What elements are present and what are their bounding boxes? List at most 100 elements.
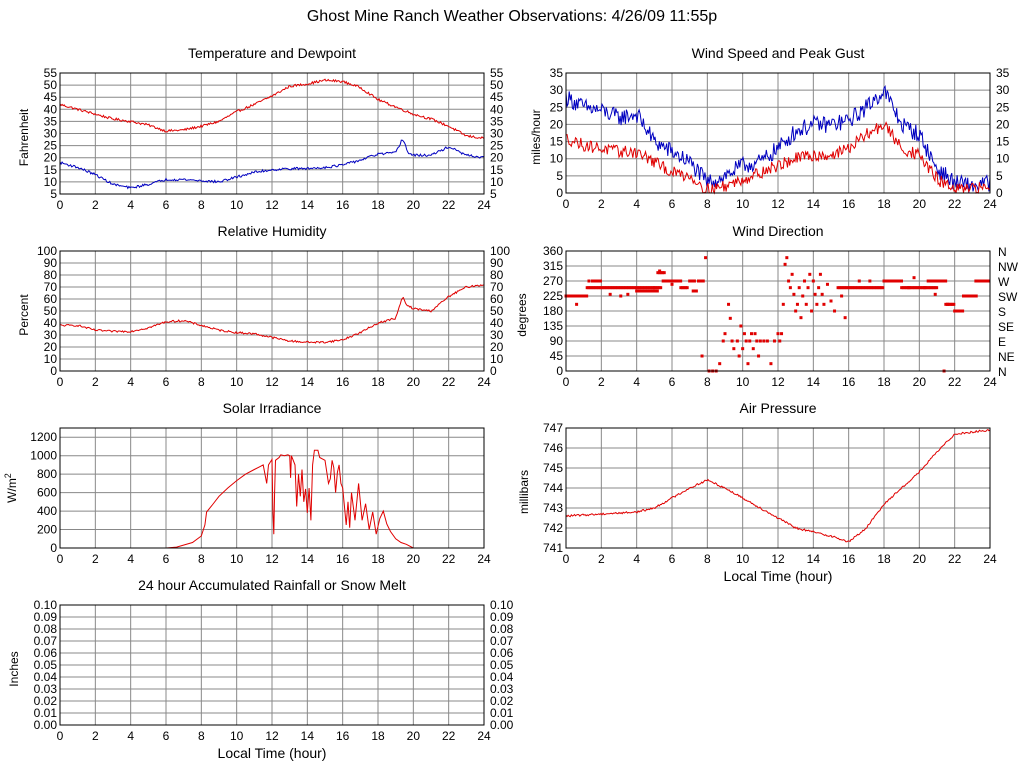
direction-point (962, 294, 965, 298)
direction-point (617, 286, 621, 290)
y-tick-label: 0 (50, 364, 57, 378)
plot-frame (565, 72, 991, 194)
direction-point (839, 286, 843, 290)
plot-frame (565, 250, 991, 372)
x-tick-label: 4 (127, 552, 134, 566)
direction-point (603, 286, 607, 290)
x-tick-label: 12 (771, 197, 785, 211)
y-axis-title: Fahrenheit (17, 108, 31, 166)
direction-point (622, 286, 626, 290)
rainfall-chart: 24 hour Accumulated Rainfall or Snow Mel… (7, 577, 514, 761)
direction-point (572, 294, 576, 298)
direction-point (885, 279, 889, 283)
direction-point (664, 279, 668, 283)
direction-point (871, 286, 875, 290)
x-tick-label: 0 (57, 375, 64, 389)
direction-point (979, 279, 983, 283)
direction-point (577, 294, 581, 298)
y-tick-label: 30 (550, 83, 564, 97)
x-tick-label: 6 (163, 198, 170, 212)
direction-point (903, 286, 907, 290)
direction-point (619, 294, 623, 298)
direction-point (641, 289, 645, 293)
x-tick-label: 12 (265, 375, 279, 389)
y-tick-label-right: 80 (490, 268, 504, 282)
direction-point (644, 286, 648, 290)
x-tick-label: 20 (407, 375, 421, 389)
direction-point (776, 332, 780, 336)
direction-point (935, 286, 939, 290)
x-tick-label: 22 (948, 375, 962, 389)
direction-point (961, 309, 965, 313)
x-tick-label: 20 (913, 375, 927, 389)
x-tick-label: 14 (301, 729, 315, 743)
y-tick-label-right: 15 (996, 135, 1010, 149)
x-tick-label: 4 (633, 552, 640, 566)
x-tick-label: 12 (265, 198, 279, 212)
direction-point (895, 279, 899, 283)
direction-point (849, 286, 853, 290)
y-tick-label-right: 0.07 (490, 634, 514, 648)
direction-point (899, 279, 903, 283)
plot-frame (59, 250, 485, 372)
direction-point (608, 292, 612, 296)
direction-point (949, 302, 953, 306)
direction-point (859, 286, 863, 290)
direction-point (649, 286, 653, 290)
x-tick-label: 24 (983, 552, 997, 566)
direction-point (928, 286, 932, 290)
direction-point (888, 279, 892, 283)
direction-point (587, 286, 591, 290)
y-tick-label-right: 0.02 (490, 694, 514, 708)
direction-point (985, 279, 989, 283)
direction-point (628, 286, 632, 290)
x-tick-label: 18 (877, 197, 891, 211)
chart-title: Solar Irradiance (223, 400, 322, 416)
y-tick-label-right: 50 (490, 304, 504, 318)
y-axis-title: Inches (7, 651, 21, 686)
direction-point (730, 339, 734, 343)
direction-point (820, 292, 824, 296)
y-tick-label: 45 (550, 349, 564, 363)
x-tick-label: 6 (669, 197, 676, 211)
x-tick-label: 22 (442, 375, 456, 389)
direction-point (594, 279, 598, 283)
direction-point (959, 309, 963, 313)
x-tick-label: 10 (736, 552, 750, 566)
y-tick-label: 225 (543, 289, 563, 303)
direction-point (580, 294, 584, 298)
y-tick-label: 35 (44, 114, 58, 128)
direction-point (655, 289, 659, 293)
chart-title: Wind Speed and Peak Gust (692, 45, 865, 61)
direction-point (755, 339, 759, 343)
direction-point (732, 347, 736, 351)
x-tick-label: 20 (407, 729, 421, 743)
x-tick-label: 16 (842, 375, 856, 389)
x-tick-label: 14 (301, 552, 315, 566)
direction-point (654, 289, 658, 293)
y-tick-label: 742 (543, 521, 563, 535)
direction-point (841, 286, 845, 290)
y-tick-label: 0.09 (34, 610, 58, 624)
direction-point (610, 286, 614, 290)
y-tick-label: 800 (37, 467, 57, 481)
y-tick-label: 200 (37, 523, 57, 537)
page-title: Ghost Mine Ranch Weather Observations: 4… (306, 8, 718, 25)
y-tick-label: 15 (44, 163, 58, 177)
direction-point (569, 294, 573, 298)
direction-point (757, 354, 761, 358)
direction-point (661, 271, 665, 275)
x-tick-label: 10 (230, 729, 244, 743)
direction-point (604, 286, 608, 290)
direction-point (739, 324, 743, 328)
direction-point (657, 286, 661, 290)
x-tick-label: 2 (92, 375, 99, 389)
direction-point (659, 271, 663, 275)
plot-frame (59, 427, 485, 549)
direction-point (601, 286, 605, 290)
plot-frame (565, 427, 991, 549)
direction-point (650, 286, 654, 290)
direction-point (954, 309, 958, 313)
